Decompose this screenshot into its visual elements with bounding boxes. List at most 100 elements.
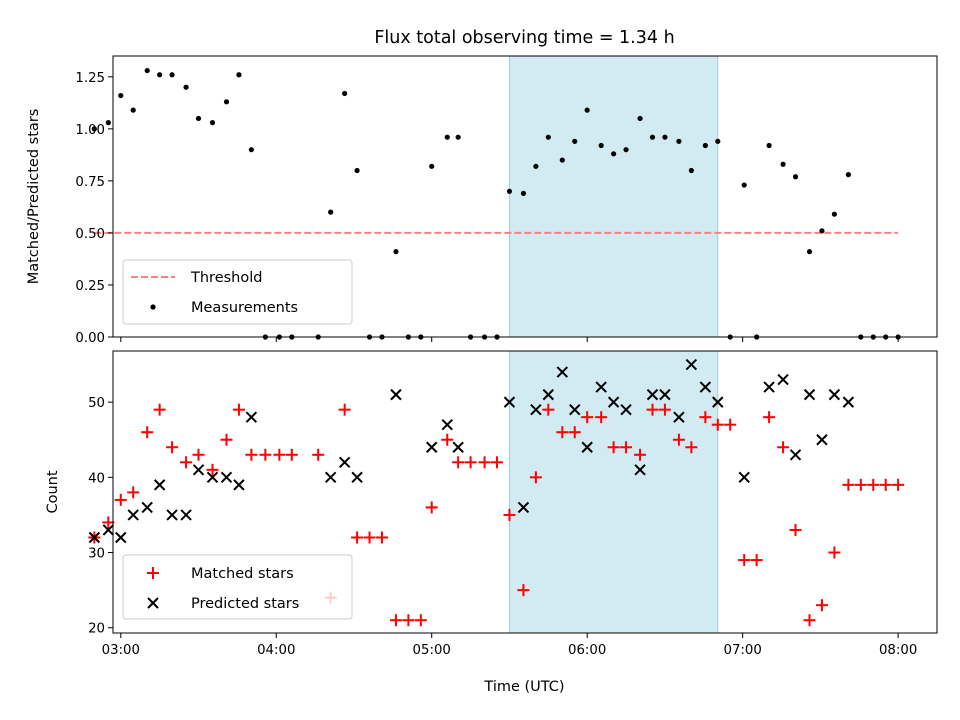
- matched-star-point: [452, 456, 465, 469]
- bottom-xtick-label: 07:00: [723, 643, 761, 658]
- bottom-ytick-label: 40: [88, 471, 105, 486]
- measurement-point: [611, 151, 617, 157]
- measurement-point: [702, 142, 708, 149]
- legend-measurements-swatch: [150, 304, 156, 310]
- predicted-star-point: [581, 441, 593, 453]
- measurement-point: [831, 211, 837, 217]
- predicted-star-point: [803, 388, 816, 401]
- top-ytick-label: 1.25: [75, 71, 105, 86]
- measurement-point: [637, 115, 643, 122]
- matched-star-point: [375, 531, 388, 544]
- measurement-point: [195, 115, 202, 122]
- matched-star-point: [464, 456, 477, 469]
- measurement-point: [157, 72, 163, 78]
- measurement-point: [533, 163, 539, 169]
- matched-star-point: [232, 403, 245, 416]
- measurement-point: [236, 72, 242, 78]
- predicted-star-point: [842, 396, 855, 408]
- top-ytick-label: 0.25: [75, 279, 105, 294]
- predicted-star-point: [115, 531, 127, 544]
- measurement-point: [248, 147, 254, 153]
- predicted-star-point: [338, 456, 351, 469]
- bottom-xtick-label: 04:00: [257, 643, 295, 658]
- matched-star-point: [879, 478, 892, 491]
- matched-star-point: [414, 614, 427, 627]
- predicted-star-point: [452, 441, 464, 453]
- matched-star-point: [141, 426, 154, 439]
- matched-star-point: [867, 478, 880, 491]
- measurement-point: [444, 134, 450, 140]
- measurement-point: [169, 72, 175, 78]
- matched-star-point: [750, 554, 763, 567]
- matched-star-point: [273, 448, 286, 461]
- bottom-x-ticks: 03:00 04:00 05:00 06:00 07:00 08:00: [102, 633, 917, 658]
- matched-star-point: [738, 554, 751, 567]
- matched-star-point: [389, 614, 402, 627]
- matched-star-point: [556, 426, 569, 439]
- matched-star-point: [491, 456, 504, 469]
- matched-star-point: [285, 448, 298, 461]
- predicted-star-point: [390, 388, 402, 401]
- matched-star-point: [685, 441, 698, 454]
- measurement-point: [780, 161, 786, 167]
- matched-star-point: [803, 614, 816, 627]
- matched-star-point: [777, 441, 790, 454]
- bottom-ytick-label: 30: [88, 547, 105, 562]
- matched-star-point: [842, 478, 855, 491]
- matched-star-point: [646, 403, 659, 416]
- predicted-star-point: [673, 411, 685, 423]
- matched-star-point: [815, 599, 828, 612]
- predicted-star-point: [763, 381, 775, 393]
- matched-star-point: [620, 441, 633, 454]
- top-axes-frame: [112, 55, 938, 338]
- matched-star-point: [658, 403, 671, 416]
- matched-star-point: [259, 448, 272, 461]
- bottom-y-ticks: 20 30 40 50: [88, 396, 113, 637]
- x-axis-label: Time (UTC): [483, 679, 564, 695]
- measurement-point: [649, 134, 656, 140]
- measurement-point: [455, 134, 461, 140]
- matched-star-point: [192, 448, 205, 461]
- measurement-point: [223, 99, 230, 105]
- matched-star-point: [581, 411, 594, 424]
- predicted-star-point: [233, 479, 245, 491]
- measurement-point: [545, 134, 551, 140]
- matched-star-point: [245, 448, 258, 461]
- chart-title: Flux total observing time = 1.34 h: [374, 28, 674, 48]
- measurement-point: [118, 92, 124, 99]
- predicted-star-point: [595, 381, 607, 393]
- predicted-star-point: [542, 388, 555, 401]
- predicted-star-point: [816, 434, 828, 446]
- predicted-star-point: [166, 509, 178, 521]
- matched-star-point: [351, 531, 364, 544]
- measurement-point: [792, 174, 799, 180]
- count-points: [88, 358, 905, 627]
- legend-predicted-swatch: [147, 597, 159, 609]
- measurement-point: [806, 249, 813, 255]
- measurement-point: [715, 138, 721, 144]
- predicted-star-point: [245, 411, 258, 423]
- top-x-ticks: [120, 337, 899, 342]
- legend-matched-swatch: [147, 567, 159, 579]
- matched-star-point: [102, 516, 115, 529]
- predicted-star-point: [192, 464, 205, 476]
- predicted-star-point: [206, 471, 219, 484]
- predicted-star-point: [88, 531, 101, 544]
- predicted-star-point: [127, 509, 139, 521]
- predicted-star-point: [324, 471, 337, 484]
- matched-star-point: [402, 614, 415, 627]
- predicted-star-point: [646, 388, 659, 401]
- predicted-star-point: [426, 441, 438, 453]
- predicted-star-point: [141, 501, 153, 514]
- bottom-xtick-label: 05:00: [413, 643, 451, 658]
- top-y-ticks: 0.00 0.25 0.50 0.75 1.00 1.25: [75, 71, 113, 346]
- highlight-interval-top: [508, 55, 719, 338]
- predicted-star-point: [607, 396, 620, 408]
- matched-star-point: [180, 456, 193, 469]
- measurement-point: [354, 167, 360, 174]
- top-panel: 0.00 0.25 0.50 0.75 1.00 1.25 Matched/Predict…: [26, 55, 938, 346]
- matched-star-point: [854, 478, 867, 491]
- measurement-point: [328, 209, 334, 215]
- matched-star-point: [312, 448, 325, 461]
- legend-predicted-label: Predicted stars: [191, 596, 299, 612]
